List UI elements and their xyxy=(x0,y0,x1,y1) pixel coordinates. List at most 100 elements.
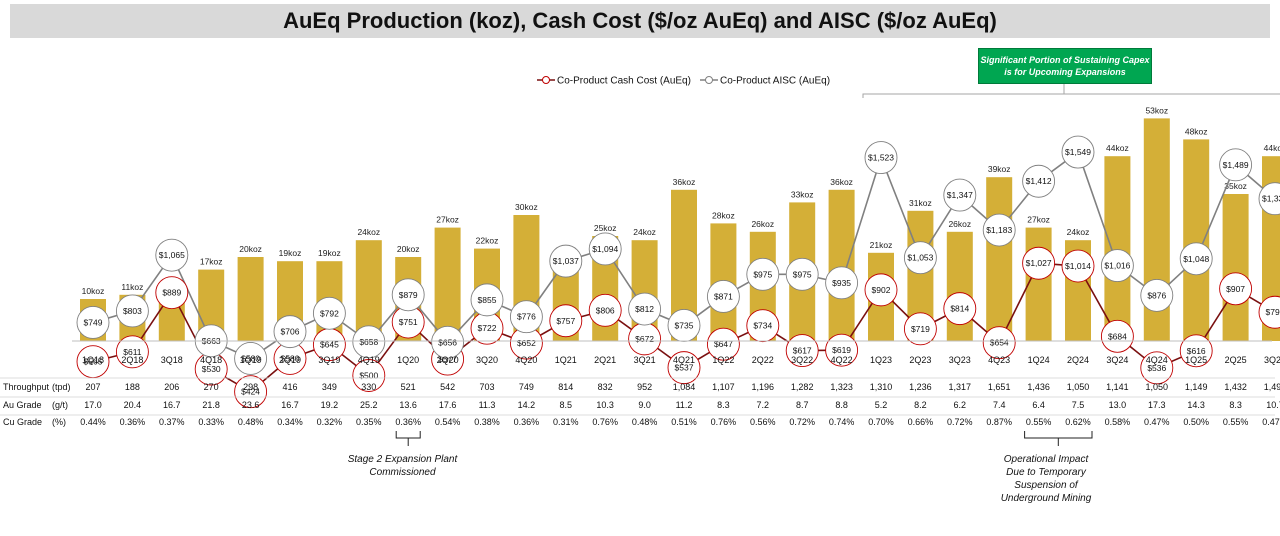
table-cell: 188 xyxy=(125,382,140,392)
aisc-label: $580 xyxy=(241,353,260,363)
table-cell: 952 xyxy=(637,382,652,392)
aisc-label: $876 xyxy=(1147,290,1166,300)
production-label: 27koz xyxy=(1027,215,1050,225)
table-cell: 21.8 xyxy=(202,400,220,410)
x-tick-label: 4Q24 xyxy=(1146,355,1168,365)
table-cell: 270 xyxy=(204,382,219,392)
aisc-label: $792 xyxy=(320,308,339,318)
table-cell: 0.47% xyxy=(1262,417,1280,427)
production-label: 26koz xyxy=(948,219,971,229)
table-cell: 1,196 xyxy=(752,382,775,392)
aisc-label: $749 xyxy=(84,317,103,327)
cash-cost-label: $647 xyxy=(714,339,733,349)
table-cell: 330 xyxy=(361,382,376,392)
aisc-label: $1,094 xyxy=(592,244,618,254)
cash-cost-marker xyxy=(115,335,149,369)
table-cell: 16.7 xyxy=(281,400,299,410)
table-cell: 0.51% xyxy=(671,417,697,427)
production-label: 25koz xyxy=(594,223,617,233)
aisc-marker xyxy=(785,257,819,291)
aisc-marker xyxy=(943,178,977,212)
production-label: 21koz xyxy=(870,240,893,250)
cash-cost-label: $619 xyxy=(832,345,851,355)
production-label: 53koz xyxy=(1145,105,1168,115)
table-cell: 0.48% xyxy=(632,417,658,427)
production-label: 44koz xyxy=(1264,143,1280,153)
cash-cost-label: $672 xyxy=(635,334,654,344)
aisc-marker xyxy=(746,257,780,291)
x-tick-label: 4Q18 xyxy=(200,355,222,365)
cash-cost-label: $536 xyxy=(1147,363,1166,373)
table-cell: 1,141 xyxy=(1106,382,1129,392)
table-cell: 11.2 xyxy=(676,400,693,410)
table-cell: 19.2 xyxy=(321,400,339,410)
aisc-marker xyxy=(825,266,859,300)
aisc-marker xyxy=(1140,278,1174,312)
table-row-label: Throughput xyxy=(3,382,50,392)
x-tick-label: 1Q24 xyxy=(1028,355,1050,365)
production-label: 36koz xyxy=(830,177,853,187)
production-bar xyxy=(237,257,264,341)
table-cell: 23.6 xyxy=(242,400,260,410)
aisc-marker xyxy=(1022,164,1056,198)
x-tick-label: 2Q22 xyxy=(752,355,774,365)
table-cell: 6.4 xyxy=(1032,400,1045,410)
table-cell: 1,050 xyxy=(1067,382,1090,392)
operational-impact-annotation: Operational Impact Due to Temporary Susp… xyxy=(1000,454,1092,504)
cash-cost-label: $565 xyxy=(84,357,103,367)
cash-cost-marker xyxy=(982,326,1016,360)
x-tick-label: 3Q23 xyxy=(949,355,971,365)
table-cell: 0.58% xyxy=(1105,417,1131,427)
table-cell: 0.70% xyxy=(868,417,894,427)
production-label: 48koz xyxy=(1185,126,1208,136)
table-cell: 1,310 xyxy=(870,382,893,392)
x-tick-label: 1Q18 xyxy=(82,355,104,365)
table-cell: 9.0 xyxy=(638,400,651,410)
aisc-label: $1,037 xyxy=(553,256,579,266)
cash-cost-marker xyxy=(746,309,780,343)
aisc-marker xyxy=(352,325,386,359)
table-cell: 206 xyxy=(164,382,179,392)
table-cell: 349 xyxy=(322,382,337,392)
aisc-marker xyxy=(864,141,898,175)
table-cell: 207 xyxy=(85,382,100,392)
annotation-brackets xyxy=(395,83,1280,446)
cash-cost-label: $907 xyxy=(1226,284,1245,294)
stage2-bracket xyxy=(395,431,421,439)
x-tick-label: 2Q21 xyxy=(594,355,616,365)
x-tick-label: 2Q24 xyxy=(1067,355,1089,365)
production-label: 17koz xyxy=(200,257,223,267)
aisc-marker xyxy=(76,306,110,339)
aisc-marker xyxy=(431,325,465,359)
aisc-marker xyxy=(470,283,504,317)
cash-cost-label: $1,027 xyxy=(1026,258,1052,268)
cash-cost-label: $797 xyxy=(1266,307,1280,317)
x-axis: 1Q18 2Q18 3Q18 4Q18 1Q19 2Q19 3Q19 4Q19 1Q20 2Q20… xyxy=(72,340,1280,365)
cash-cost-label: $722 xyxy=(478,323,497,333)
legend-aisc-label: Co-Product AISC (AuEq) xyxy=(720,76,830,87)
table-row-unit: (%) xyxy=(52,417,66,427)
table-cell: 8.8 xyxy=(835,400,848,410)
table-cell: 8.2 xyxy=(914,400,927,410)
cash-cost-marker xyxy=(352,359,386,392)
production-bar xyxy=(434,227,461,341)
cash-cost-label: $530 xyxy=(202,364,221,374)
table-cell: 14.3 xyxy=(1187,400,1205,410)
table-cell: 703 xyxy=(479,382,494,392)
data-table: Throughput (tpd) 207 188 206 270 298 416 349 330 5… xyxy=(0,377,1280,427)
legend-cash-cost-marker xyxy=(542,76,550,84)
table-cell: 13.6 xyxy=(399,400,417,410)
table-cell: 1,282 xyxy=(791,382,814,392)
aisc-label: $658 xyxy=(359,337,378,347)
production-label: 22koz xyxy=(476,236,499,246)
table-cell: 17.3 xyxy=(1148,400,1166,410)
cash-cost-label: $537 xyxy=(675,363,694,373)
aisc-marker xyxy=(391,278,425,312)
cash-cost-marker xyxy=(667,351,701,385)
x-tick-label: 3Q22 xyxy=(791,355,813,365)
production-bar xyxy=(1222,194,1249,341)
aisc-label: $776 xyxy=(517,312,536,322)
x-tick-label: 1Q20 xyxy=(397,355,419,365)
x-tick-label: 2Q20 xyxy=(437,355,459,365)
